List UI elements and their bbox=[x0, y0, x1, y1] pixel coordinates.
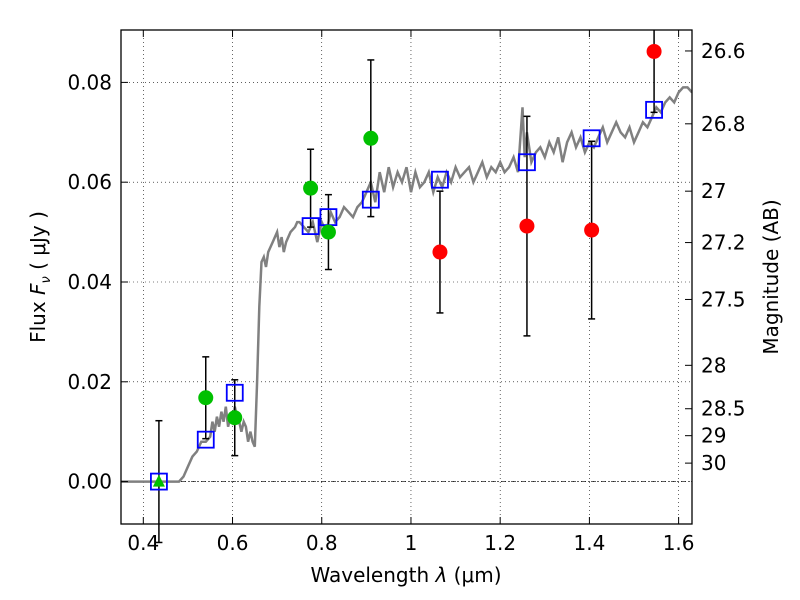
upper-limit-triangle bbox=[152, 474, 165, 487]
model-point-square bbox=[431, 170, 449, 189]
y-tick-label: 0.00 bbox=[67, 470, 112, 494]
data-point-circle bbox=[646, 43, 662, 59]
x-tick-label: 0.8 bbox=[306, 531, 338, 555]
y2-tick-label: 27.5 bbox=[701, 287, 746, 311]
y2-tick-label: 28 bbox=[701, 353, 726, 377]
x-axis-label: Wavelength λ (μm) bbox=[310, 563, 501, 587]
model-point-square bbox=[301, 217, 320, 236]
data-point-circle bbox=[519, 218, 535, 234]
y2-tick-label: 27.2 bbox=[701, 231, 746, 255]
axis-ticks: 0.4 0.6 0.8 1 1.2 1.4 1.6 0.00 0.02 0.04 0.06 0.08 2… bbox=[67, 30, 746, 555]
model-point-square bbox=[196, 430, 215, 449]
x-tick-label: 1.6 bbox=[663, 531, 695, 555]
data-point-circle bbox=[432, 244, 448, 260]
model-point-square bbox=[518, 153, 536, 172]
y-tick-label: 0.02 bbox=[67, 370, 112, 394]
data-point-circle bbox=[198, 390, 214, 406]
grid-lines bbox=[121, 30, 692, 524]
y-axis-label: Flux Fν ( μJy ) bbox=[26, 211, 54, 343]
y2-tick-label: 29 bbox=[701, 424, 726, 448]
plot-frame bbox=[120, 29, 693, 525]
data-markers bbox=[150, 43, 663, 491]
y-tick-label: 0.06 bbox=[67, 170, 112, 194]
x-tick-label: 0.6 bbox=[217, 531, 249, 555]
x-tick-label: 1.4 bbox=[573, 531, 605, 555]
model-point-square bbox=[645, 100, 663, 119]
data-point-circle bbox=[363, 130, 379, 146]
y2-tick-label: 30 bbox=[701, 451, 726, 475]
model-point-square bbox=[225, 383, 244, 402]
data-point-circle bbox=[303, 180, 319, 196]
x-tick-label: 1 bbox=[405, 531, 418, 555]
y-tick-label: 0.04 bbox=[67, 270, 112, 294]
model-point-square bbox=[361, 190, 380, 209]
data-point-circle bbox=[320, 224, 336, 240]
y-tick-label: 0.08 bbox=[67, 70, 112, 94]
right-axis-label: Magnitude (AB) bbox=[759, 199, 783, 354]
y2-tick-label: 27 bbox=[701, 179, 726, 203]
y2-tick-label: 26.6 bbox=[701, 39, 746, 63]
model-spectrum bbox=[121, 86, 692, 483]
data-point-circle bbox=[227, 410, 243, 426]
x-tick-label: 0.4 bbox=[127, 531, 159, 555]
model-point-square bbox=[582, 129, 601, 148]
data-point-circle bbox=[584, 222, 600, 238]
x-tick-label: 1.2 bbox=[484, 531, 516, 555]
error-bars bbox=[155, 30, 658, 544]
model-point-square bbox=[150, 472, 168, 491]
model-spectrum-line bbox=[121, 86, 692, 483]
y2-tick-label: 26.8 bbox=[701, 112, 746, 136]
y2-tick-label: 28.5 bbox=[701, 397, 746, 421]
